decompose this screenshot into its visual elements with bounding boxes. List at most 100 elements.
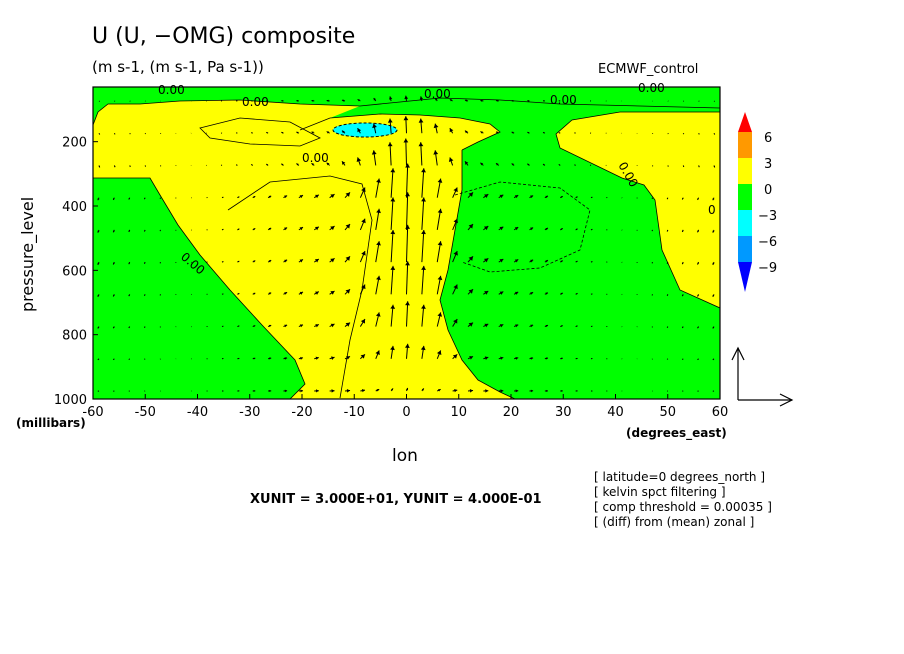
vector-arrowhead (698, 133, 700, 135)
contour-line (93, 97, 720, 126)
vector-arrowhead (253, 325, 256, 328)
vector-arrowhead (606, 390, 608, 392)
vector-arrowhead (268, 260, 272, 263)
colorbar-swatch (738, 112, 752, 132)
vector-arrowhead (606, 261, 608, 263)
vector-arrowhead (284, 357, 288, 360)
vector-arrowhead (357, 128, 362, 133)
vector-arrowhead (421, 304, 426, 309)
vector-arrowhead (712, 326, 715, 329)
vector-arrowhead (113, 326, 115, 329)
vector-arrowhead (558, 100, 560, 102)
negative-region-left (93, 178, 305, 399)
vector-arrowhead (591, 261, 593, 263)
vector-arrowhead (514, 259, 519, 263)
vector-arrowhead (145, 133, 146, 134)
vector-arrowhead (591, 196, 593, 198)
vector-arrowhead (453, 251, 458, 256)
vector-arrowhead (485, 389, 489, 393)
vector-arrowhead (418, 118, 424, 123)
vector-arrowhead (558, 164, 561, 166)
vector-arrowhead (697, 230, 700, 233)
vector-arrowhead (113, 198, 115, 200)
vector-arrowhead (666, 262, 669, 264)
vector-arrowhead (697, 390, 699, 392)
vector-arrowhead (560, 196, 563, 199)
vector-arrowhead (346, 356, 351, 360)
vector-arrowhead (484, 323, 489, 328)
vector-arrowhead (97, 358, 99, 360)
y-tick-label: 200 (62, 136, 87, 151)
vector-arrowhead (345, 289, 351, 294)
vector-arrowhead (222, 261, 224, 263)
vector-arrowhead (697, 262, 700, 265)
vector-arrowhead (591, 293, 593, 295)
vector-arrowhead (99, 100, 100, 102)
vector-arrowhead (527, 100, 529, 102)
vector-arrowhead (545, 357, 548, 360)
vector-arrowhead (341, 161, 346, 165)
vector-arrow (390, 229, 394, 263)
vector-arrowhead (527, 132, 530, 134)
colorbar-swatch (738, 184, 752, 210)
vector-arrowhead (266, 132, 268, 134)
colorbar-swatch (738, 262, 752, 292)
vector-arrowhead (527, 163, 530, 166)
contour-label: 0.00 (550, 93, 577, 107)
vector-arrowhead (606, 326, 608, 327)
vector-scale-text: XUNIT = 3.000E+01, YUNIT = 4.000E-01 (250, 492, 542, 507)
strong-negative-core (333, 123, 397, 137)
vector-arrowhead (514, 227, 519, 231)
vector-arrowhead (341, 99, 345, 102)
vector-arrowhead (346, 388, 351, 393)
vector-arrowhead (251, 100, 253, 102)
vector-arrow (406, 224, 409, 263)
vector-arrowhead (560, 228, 563, 231)
vector-arrowhead (237, 293, 240, 295)
chart-title: U (U, −OMG) composite (92, 24, 356, 49)
y-tick-label: 400 (62, 200, 87, 215)
vector-arrowhead (268, 324, 272, 328)
vector-arrowhead (160, 165, 161, 167)
vector-arrowhead (514, 195, 519, 199)
vector-arrowhead (253, 292, 256, 295)
vector-arrowhead (113, 390, 114, 392)
vector-arrowhead (128, 294, 131, 297)
x-tick-label: -40 (187, 405, 208, 420)
vector-arrowhead (667, 133, 669, 134)
vector-arrowhead (530, 292, 534, 295)
vector-arrowhead (296, 99, 299, 102)
vector-arrowhead (206, 326, 208, 327)
vector-arrowhead (652, 326, 653, 328)
vector-arrowhead (712, 294, 715, 297)
vector-arrowhead (361, 218, 366, 224)
vector-arrowhead (113, 230, 115, 233)
vector-arrowhead (330, 323, 335, 328)
vector-arrowhead (449, 99, 453, 102)
x-tick-label: -30 (239, 405, 260, 420)
vector-arrowhead (682, 230, 684, 232)
x-tick-label: -50 (135, 405, 156, 420)
vector-arrowhead (453, 218, 458, 224)
vector-arrow (406, 261, 409, 295)
vector-arrowhead (144, 294, 146, 296)
vector-arrowhead (530, 324, 534, 328)
vector-arrowhead (281, 132, 284, 134)
vector-arrowhead (452, 354, 458, 359)
colorbar-swatch (738, 158, 752, 184)
vector-arrowhead (376, 275, 381, 281)
vector-arrowhead (530, 357, 534, 360)
vector-arrowhead (97, 326, 100, 329)
vector-arrowhead (237, 228, 240, 231)
vector-arrowhead (403, 138, 409, 143)
shaded-fields (93, 87, 720, 399)
vector-arrowhead (268, 292, 272, 295)
vector-arrowhead (311, 163, 314, 166)
vector-arrowhead (390, 345, 395, 351)
vector-arrowhead (667, 198, 669, 200)
vector-arrowhead (438, 389, 441, 392)
vector-arrowhead (591, 229, 593, 231)
vector-arrowhead (206, 261, 208, 263)
vector-arrowhead (574, 100, 576, 102)
colorbar-label: −3 (758, 209, 777, 224)
